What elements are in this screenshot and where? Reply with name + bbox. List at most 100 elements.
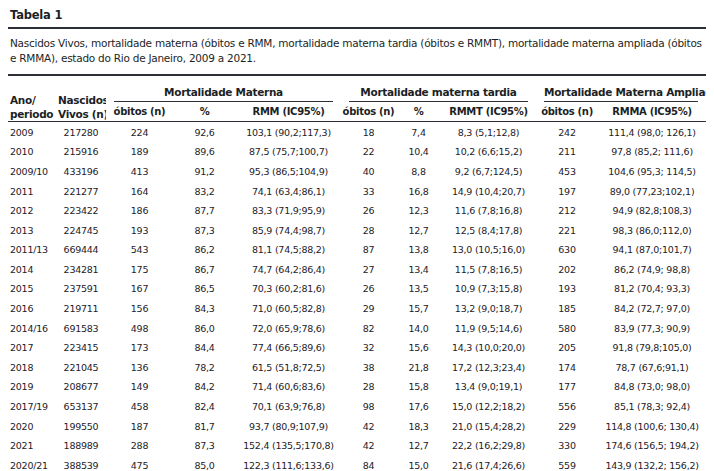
table-cell: 205 bbox=[536, 338, 598, 358]
table-cell: 208677 bbox=[56, 377, 106, 397]
group-header-label: Mortalidade Materna bbox=[114, 86, 333, 102]
col-header-pct-mm: % bbox=[173, 102, 236, 122]
table-cell: 87,3 bbox=[173, 436, 236, 456]
col-header-rmmt: RMMT (IC95%) bbox=[441, 102, 536, 122]
table-cell: 10,9 (7,3;15,8) bbox=[441, 279, 536, 299]
col-header-nascidos-line1: Nascidos bbox=[58, 94, 106, 106]
table-cell: 12,3 bbox=[396, 201, 441, 221]
table-row: 201822104513678,261,5 (51,8;72,5)3821,81… bbox=[8, 358, 706, 378]
table-cell: 2015 bbox=[8, 279, 56, 299]
table-cell: 13,8 bbox=[396, 240, 441, 260]
data-table: Ano/ periodo Nascidos Vivos (n) Mortalid… bbox=[8, 74, 706, 471]
table-cell: 84,2 bbox=[173, 377, 236, 397]
table-cell: 188989 bbox=[56, 436, 106, 456]
table-cell: 82 bbox=[341, 318, 396, 338]
table-cell: 136 bbox=[106, 358, 173, 378]
table-cell: 288 bbox=[106, 436, 173, 456]
col-header-rmma: RMMA (IC95%) bbox=[598, 102, 706, 122]
table-row: 202019955018781,793,7 (80,9;107,9)4218,3… bbox=[8, 416, 706, 436]
table-header: Ano/ periodo Nascidos Vivos (n) Mortalid… bbox=[8, 75, 706, 122]
table-cell: 669444 bbox=[56, 240, 106, 260]
table-cell: 91,8 (79,8;105,0) bbox=[598, 338, 706, 358]
table-row: 201122127716483,274,1 (63,4;86,1)3316,81… bbox=[8, 181, 706, 201]
table-cell: 2012 bbox=[8, 201, 56, 221]
table-cell: 21,0 (15,4;28,2) bbox=[441, 416, 536, 436]
table-row: 201423428117586,774,7 (64,2;86,4)2713,41… bbox=[8, 260, 706, 280]
table-cell: 95,3 (86,5;104,9) bbox=[236, 162, 341, 182]
table-cell: 156 bbox=[106, 299, 173, 319]
col-header-pct-tardia: % bbox=[396, 102, 441, 122]
table-cell: 85,1 (78,3; 92,4) bbox=[598, 397, 706, 417]
col-header-obitos-tardia: óbitos (n) bbox=[341, 102, 396, 122]
table-cell: 221 bbox=[536, 220, 598, 240]
table-cell: 87 bbox=[341, 240, 396, 260]
table-cell: 17,2 (12,3;23,4) bbox=[441, 358, 536, 378]
group-header-mortalidade-materna-ampliada: Mortalidade Materna Ampliada bbox=[536, 75, 706, 102]
table-cell: 185 bbox=[536, 299, 598, 319]
table-cell: 187 bbox=[106, 416, 173, 436]
table-cell: 219711 bbox=[56, 299, 106, 319]
table-cell: 104,6 (95,3; 114,5) bbox=[598, 162, 706, 182]
group-header-mortalidade-materna: Mortalidade Materna bbox=[106, 75, 341, 102]
table-cell: 86,2 bbox=[173, 240, 236, 260]
table-row: 201920867714984,271,4 (60,6;83,6)2815,81… bbox=[8, 377, 706, 397]
table-cell: 12,5 (8,4;17,8) bbox=[441, 220, 536, 240]
table-cell: 42 bbox=[341, 436, 396, 456]
table-cell: 33 bbox=[341, 181, 396, 201]
table-cell: 2018 bbox=[8, 358, 56, 378]
table-cell: 177 bbox=[536, 377, 598, 397]
table-cell: 580 bbox=[536, 318, 598, 338]
table-cell: 12,7 bbox=[396, 436, 441, 456]
table-cell: 211 bbox=[536, 142, 598, 162]
table-cell: 2013 bbox=[8, 220, 56, 240]
table-cell: 174 bbox=[536, 358, 598, 378]
table-row: 201722341517384,477,4 (66,5;89,6)3215,61… bbox=[8, 338, 706, 358]
table-cell: 21,6 (17,4;26,6) bbox=[441, 456, 536, 471]
table-cell: 26 bbox=[341, 201, 396, 221]
table-cell: 72,0 (65,9;78,6) bbox=[236, 318, 341, 338]
table-cell: 86,2 (74,9; 98,8) bbox=[598, 260, 706, 280]
table-cell: 2011 bbox=[8, 181, 56, 201]
table-cell: 74,1 (63,4;86,1) bbox=[236, 181, 341, 201]
table-cell: 221277 bbox=[56, 181, 106, 201]
table-cell: 83,9 (77,3; 90,9) bbox=[598, 318, 706, 338]
table-cell: 475 bbox=[106, 456, 173, 471]
table-cell: 11,5 (7,8;16,5) bbox=[441, 260, 536, 280]
table-cell: 388539 bbox=[56, 456, 106, 471]
table-cell: 193 bbox=[536, 279, 598, 299]
col-header-obitos-ampliada: óbitos (n) bbox=[536, 102, 598, 122]
table-cell: 18 bbox=[341, 122, 396, 142]
table-cell: 78,2 bbox=[173, 358, 236, 378]
table-cell: 193 bbox=[106, 220, 173, 240]
col-header-rmm: RMM (IC95%) bbox=[236, 102, 341, 122]
table-cell: 86,5 bbox=[173, 279, 236, 299]
table-cell: 458 bbox=[106, 397, 173, 417]
table-cell: 556 bbox=[536, 397, 598, 417]
table-cell: 28 bbox=[341, 220, 396, 240]
table-cell: 175 bbox=[106, 260, 173, 280]
table-cell: 167 bbox=[106, 279, 173, 299]
table-cell: 94,1 (87,0;101,7) bbox=[598, 240, 706, 260]
table-row: 2020/2138853947585,0122,3 (111,6;133,6)8… bbox=[8, 456, 706, 471]
table-cell: 143,9 (132,2; 156,2) bbox=[598, 456, 706, 471]
table-cell: 82,4 bbox=[173, 397, 236, 417]
table-cell: 164 bbox=[106, 181, 173, 201]
table-cell: 212 bbox=[536, 201, 598, 221]
table-cell: 413 bbox=[106, 162, 173, 182]
table-row: 202118898928887,3152,4 (135,5;170,8)4212… bbox=[8, 436, 706, 456]
table-cell: 13,5 bbox=[396, 279, 441, 299]
table-cell: 223415 bbox=[56, 338, 106, 358]
table-cell: 10,4 bbox=[396, 142, 441, 162]
group-header-mortalidade-materna-tardia: Mortalidade materna tardia bbox=[341, 75, 536, 102]
table-cell: 40 bbox=[341, 162, 396, 182]
table-cell: 224745 bbox=[56, 220, 106, 240]
table-cell: 186 bbox=[106, 201, 173, 221]
col-header-obitos-mm: óbitos (n) bbox=[106, 102, 173, 122]
table-cell: 85,9 (74,4;98,7) bbox=[236, 220, 341, 240]
table-cell: 89,0 (77,23;102,1) bbox=[598, 181, 706, 201]
table-cell: 2009 bbox=[8, 122, 56, 142]
col-header-nascidos-vivos: Nascidos Vivos (n) bbox=[56, 75, 106, 122]
table-cell: 13,4 bbox=[396, 260, 441, 280]
table-cell: 84,4 bbox=[173, 338, 236, 358]
table-cell: 8,3 (5,1;12,8) bbox=[441, 122, 536, 142]
